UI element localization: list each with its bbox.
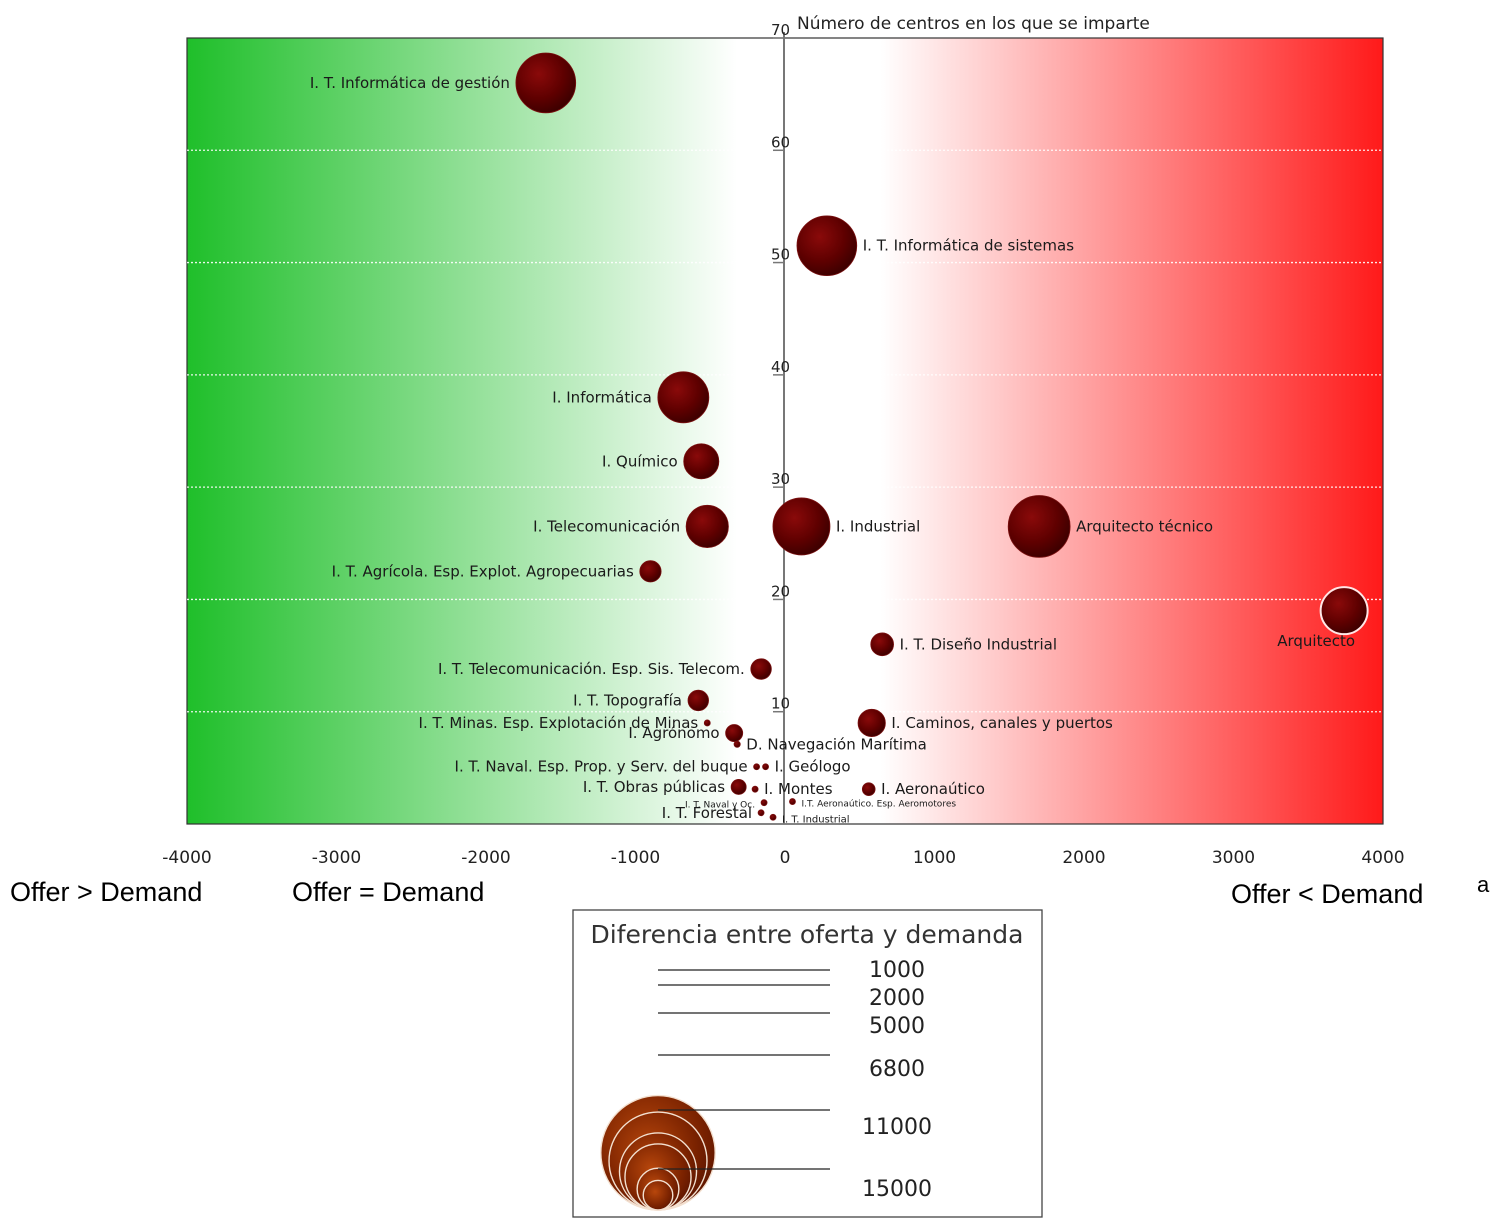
annotation-offer-eq-demand: Offer = Demand — [292, 877, 485, 907]
y-tick-label: 30 — [771, 470, 790, 488]
legend-value: 6800 — [869, 1057, 925, 1082]
y-tick-label: 40 — [771, 358, 790, 376]
bubble — [753, 763, 760, 771]
y-tick-label: 20 — [771, 582, 790, 600]
bubble-label: I. Montes — [764, 780, 833, 798]
y-tick-label: 10 — [771, 695, 790, 713]
bubble-label: I. T. Diseño Industrial — [900, 635, 1057, 653]
bubble — [1319, 586, 1369, 636]
bubble-label: I. Agrónomo — [628, 724, 719, 742]
legend-bubble — [642, 1179, 674, 1211]
bubble-label: I.T. Aeronaútico. Esp. Aeromotores — [801, 800, 956, 810]
bubble-labels: I. T. Informática de gestión I. T. Inform… — [310, 74, 1355, 825]
bubble — [751, 785, 759, 793]
bubble — [639, 560, 662, 583]
y-tick-labels: 10 20 30 40 50 60 70 — [771, 21, 790, 713]
bubble-label: I. Telecomunicación — [533, 517, 680, 535]
bubble — [750, 658, 772, 680]
y-tick-label: 60 — [771, 133, 790, 151]
x-tick-label: 3000 — [1212, 848, 1255, 868]
bubble — [657, 371, 710, 424]
bubble — [857, 708, 886, 738]
x-tick-label: -2000 — [461, 848, 510, 868]
bubble — [789, 798, 796, 805]
legend-value: 2000 — [869, 986, 925, 1011]
bubble-label: I. T. Minas. Esp. Explotación de Minas — [419, 714, 699, 732]
x-tick-label: -1000 — [611, 848, 660, 868]
bubble — [796, 215, 858, 277]
legend-entries: 1000 2000 5000 6800 11000 15000 — [600, 958, 932, 1211]
bubble-label: D. Navegación Marítima — [746, 735, 927, 753]
bubble — [861, 782, 876, 796]
bubble — [870, 632, 894, 657]
y-tick-label: 70 — [771, 21, 790, 39]
bubble — [725, 724, 744, 742]
bubble-label: I. T. Informática de gestión — [310, 74, 510, 92]
bubble — [762, 763, 769, 771]
bubble-label: I. T. Informática de sistemas — [863, 237, 1074, 255]
bubble-label: Arquitecto — [1277, 632, 1355, 650]
x-tick-label: 4000 — [1361, 848, 1404, 868]
legend-value: 1000 — [869, 958, 925, 983]
bubble-label: I. T. Telecomunicación. Esp. Sis. Teleco… — [438, 660, 745, 678]
bubble — [1007, 495, 1071, 558]
bubble — [733, 740, 741, 748]
bubble — [687, 689, 709, 712]
bubble-label: I. T. Industrial — [782, 814, 850, 825]
bubble-label: I. T. Topografía — [573, 691, 682, 709]
bubble — [683, 443, 720, 480]
bubble-label: I. Informática — [552, 388, 652, 406]
bubbles — [515, 52, 1369, 821]
x-tick-label: -4000 — [162, 848, 211, 868]
bubble — [772, 497, 831, 556]
annotation-offer-lt-demand: Offer < Demand — [1231, 879, 1424, 909]
legend-title: Diferencia entre oferta y demanda — [591, 920, 1024, 949]
bubble-label: I. Aeronaútico — [881, 780, 985, 798]
bubble-label: I. Caminos, canales y puertos — [891, 714, 1113, 732]
bubble-label: I. T. Forestal — [662, 804, 752, 822]
x-tick-label: 0 — [780, 848, 791, 868]
bubble-label: I. T. Obras públicas — [583, 778, 725, 796]
y-axis-label: Número de centros en los que se imparte — [797, 14, 1150, 34]
x-tick-label: -3000 — [312, 848, 361, 868]
x-tick-label: 1000 — [913, 848, 956, 868]
bubble-label: I. Geólogo — [775, 758, 851, 776]
bubble-label: I. T. Naval y Oc. — [685, 801, 755, 811]
bubble — [685, 504, 729, 548]
bubble-label: Arquitecto técnico — [1076, 517, 1213, 535]
bubble — [757, 809, 765, 817]
annotation-offer-gt-demand: Offer > Demand — [10, 877, 203, 907]
legend-value: 5000 — [869, 1014, 925, 1039]
bubble — [515, 52, 577, 114]
bubble-label: I. Industrial — [836, 517, 920, 535]
y-tick-label: 50 — [771, 246, 790, 264]
bubble-label: I. T. Agrícola. Esp. Explot. Agropecuari… — [332, 562, 634, 580]
bubble — [730, 779, 747, 795]
x-tick-labels: -4000 -3000 -2000 -1000 0 1000 2000 3000 4000 — [162, 848, 1404, 868]
bubble — [760, 799, 768, 807]
annotation-corner-mark: a — [1477, 872, 1490, 897]
x-tick-label: 2000 — [1062, 848, 1105, 868]
bubble — [703, 719, 711, 727]
legend-value: 15000 — [862, 1177, 932, 1202]
bubble-label: I. Químico — [602, 452, 678, 470]
bubble — [769, 813, 777, 821]
legend-value: 11000 — [862, 1115, 932, 1140]
bubble-label: I. T. Naval. Esp. Prop. y Serv. del buqu… — [455, 758, 748, 776]
